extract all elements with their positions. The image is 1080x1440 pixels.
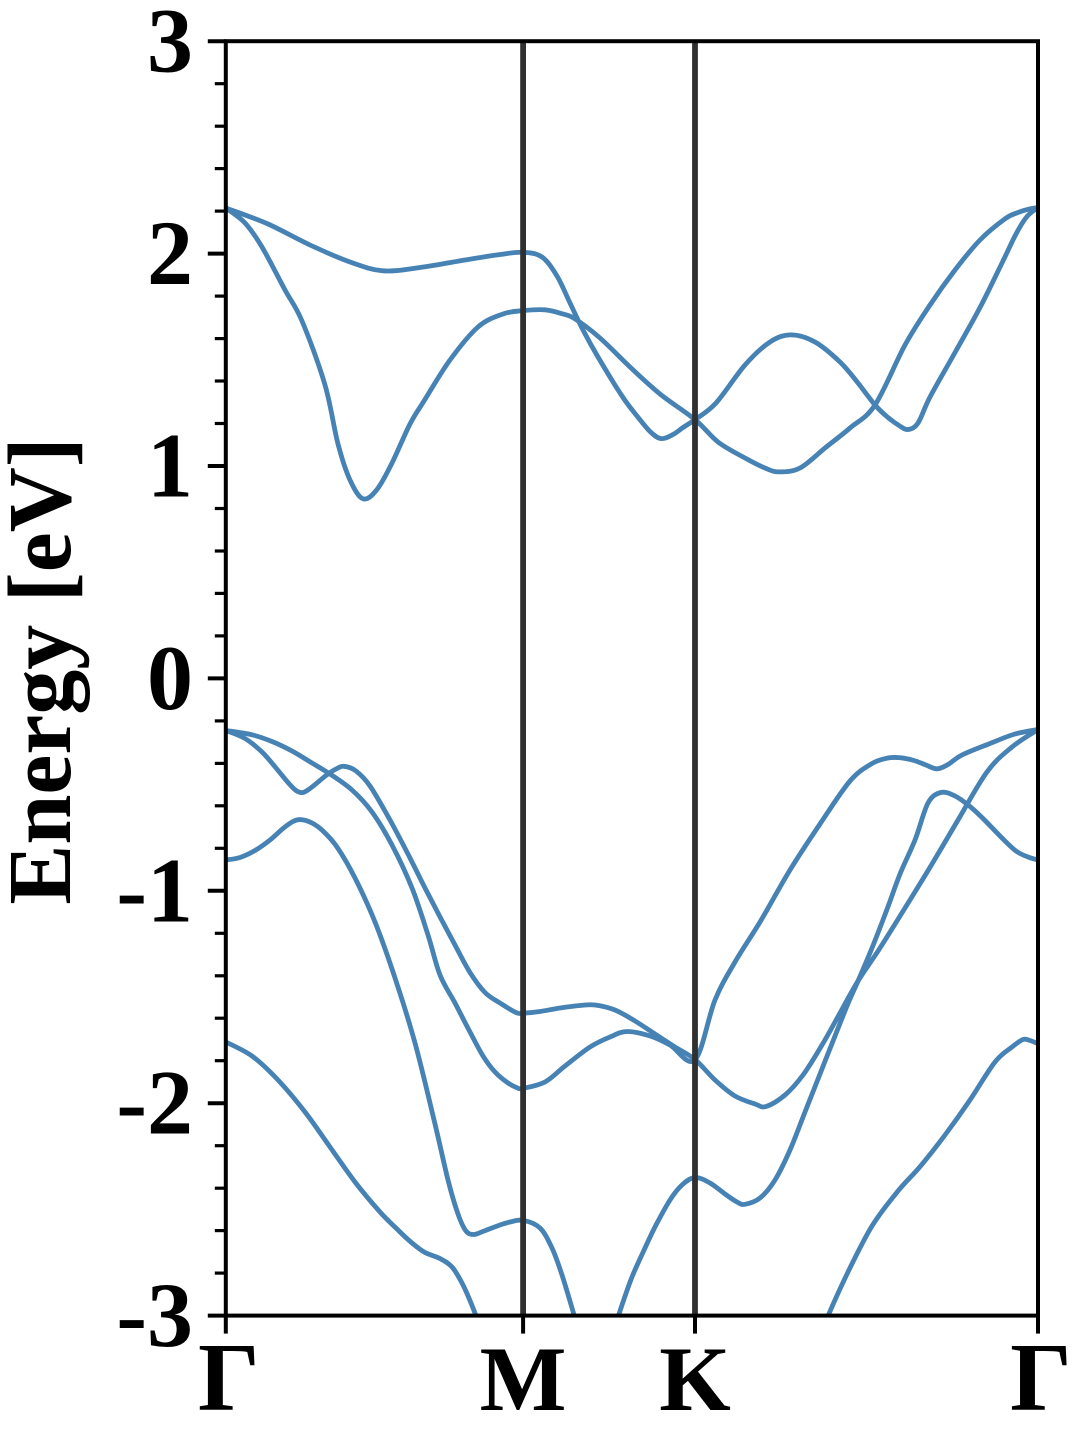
svg-text:Γ: Γ	[198, 1324, 260, 1431]
svg-text:M: M	[480, 1328, 567, 1430]
svg-text:-2: -2	[116, 1052, 193, 1154]
svg-text:2: 2	[147, 202, 193, 304]
svg-text:0: 0	[147, 627, 193, 729]
svg-text:-3: -3	[116, 1264, 193, 1366]
svg-text:-1: -1	[116, 839, 193, 941]
svg-text:Energy [eV]: Energy [eV]	[0, 437, 90, 904]
svg-text:Γ: Γ	[1010, 1324, 1072, 1431]
svg-text:3: 3	[147, 0, 193, 92]
svg-text:1: 1	[147, 415, 193, 517]
svg-text:K: K	[659, 1328, 731, 1430]
